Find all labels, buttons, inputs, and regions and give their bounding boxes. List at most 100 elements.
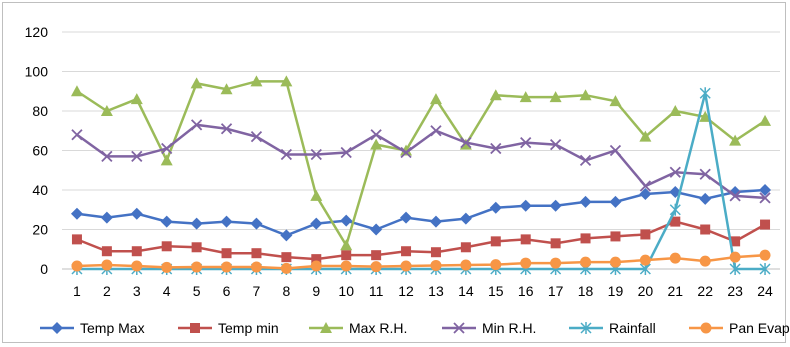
data-point-temp-min (520, 234, 531, 245)
series-pan-evap-mm (71, 249, 771, 274)
data-point-max-r-h (699, 110, 712, 122)
data-point-pan-evap-mm (430, 259, 442, 271)
data-point-temp-max (70, 207, 83, 220)
data-point-max-r-h (220, 83, 233, 95)
x-tick-label: 4 (163, 283, 171, 299)
y-tick-label: 20 (32, 222, 48, 238)
y-tick-label: 80 (32, 103, 48, 119)
series-line-pan-evap-mm (76, 253, 766, 270)
x-tick-label: 22 (697, 283, 713, 299)
legend-label: Temp Max (80, 320, 145, 336)
data-point-max-r-h (549, 91, 562, 103)
data-point-max-r-h (579, 89, 592, 101)
data-point-max-r-h (130, 93, 143, 105)
data-point-temp-max (489, 201, 502, 214)
data-point-temp-min (460, 242, 471, 253)
data-point-min-r-h (759, 192, 771, 204)
data-point-temp-max (459, 212, 472, 225)
data-point-temp-max (250, 217, 263, 230)
data-point-min-r-h (460, 136, 472, 149)
data-point-pan-evap-mm (400, 260, 412, 272)
data-point-temp-min (371, 250, 382, 261)
data-point-max-r-h (370, 138, 383, 150)
data-point-pan-evap-mm (250, 261, 262, 273)
data-point-temp-max (699, 192, 712, 205)
data-point-pan-evap-mm (550, 257, 562, 269)
data-point-pan-evap-mm (191, 261, 203, 273)
data-point-pan-evap-mm (460, 259, 472, 271)
data-point-max-r-h (250, 75, 263, 87)
data-point-min-r-h (490, 142, 502, 155)
x-tick-label: 21 (668, 283, 684, 299)
data-point-max-r-h (310, 189, 323, 201)
data-point-max-r-h (639, 130, 652, 142)
series-temp-max (70, 184, 772, 242)
data-point-temp-max (130, 207, 143, 220)
data-point-min-r-h (131, 150, 143, 163)
data-point-min-r-h (639, 180, 652, 192)
legend-item-rainfall: Rainfall (569, 320, 656, 336)
data-point-min-r-h (609, 144, 622, 157)
data-point-pan-evap-mm (340, 260, 352, 272)
data-point-max-r-h (190, 77, 203, 89)
x-tick-label: 8 (282, 283, 290, 299)
data-point-pan-evap-mm (101, 259, 113, 271)
data-point-temp-min (700, 224, 711, 235)
data-point-min-r-h (370, 129, 382, 141)
x-tick-label: 2 (103, 283, 111, 299)
data-point-temp-max (400, 211, 413, 224)
data-point-min-r-h (310, 148, 322, 161)
data-point-min-r-h (729, 190, 741, 202)
data-point-max-r-h (400, 144, 413, 156)
data-point-pan-evap-mm (609, 256, 621, 268)
x-tick-label: 20 (638, 283, 654, 299)
data-point-pan-evap-mm (131, 260, 143, 272)
data-point-min-r-h (549, 138, 562, 151)
data-point-max-r-h (429, 93, 442, 105)
legend-marker (51, 322, 63, 334)
data-point-temp-min (131, 246, 142, 257)
data-point-pan-evap-mm (639, 254, 651, 266)
data-point-temp-min (311, 254, 322, 265)
x-tick-label: 6 (223, 283, 231, 299)
x-tick-label: 1 (73, 283, 81, 299)
data-point-temp-min (760, 219, 771, 230)
data-point-temp-min (670, 216, 681, 227)
data-point-max-r-h (759, 114, 772, 126)
data-point-temp-max (609, 195, 622, 208)
data-point-temp-min (550, 238, 561, 249)
data-point-pan-evap-mm (699, 255, 711, 267)
data-point-max-r-h (340, 239, 353, 251)
data-point-temp-max (100, 211, 113, 224)
x-tick-label: 3 (133, 283, 141, 299)
data-point-min-r-h (520, 136, 532, 149)
data-point-pan-evap-mm (759, 249, 771, 261)
data-point-min-r-h (280, 148, 293, 161)
data-point-temp-max (639, 187, 652, 200)
data-point-rainfall (729, 263, 741, 275)
data-point-pan-evap-mm (370, 261, 382, 273)
y-tick-label: 120 (25, 24, 49, 40)
y-tick-label: 0 (40, 261, 48, 277)
data-point-temp-min (191, 242, 202, 253)
data-point-min-r-h (400, 146, 412, 159)
legend-marker (190, 323, 200, 333)
legend: Temp Max Temp min Max R.H. Min R.H. Rainfall… (40, 320, 790, 336)
data-point-temp-min (730, 236, 741, 247)
data-point-temp-min (221, 248, 232, 259)
series-lines (70, 75, 772, 275)
data-point-rainfall (669, 203, 681, 216)
legend-item-pan-evap-mm: Pan Evap. (mm (689, 320, 790, 336)
gridlines (62, 31, 780, 230)
data-point-temp-min (71, 234, 82, 245)
x-tick-label: 7 (253, 283, 261, 299)
x-tick-label: 24 (757, 283, 773, 299)
legend-marker (453, 322, 465, 334)
data-point-temp-max (370, 223, 383, 236)
data-point-pan-evap-mm (71, 260, 83, 272)
data-point-temp-max (759, 184, 772, 196)
x-tick-label: 5 (193, 283, 201, 299)
data-point-temp-max (190, 217, 203, 230)
x-tick-label: 15 (488, 283, 504, 299)
